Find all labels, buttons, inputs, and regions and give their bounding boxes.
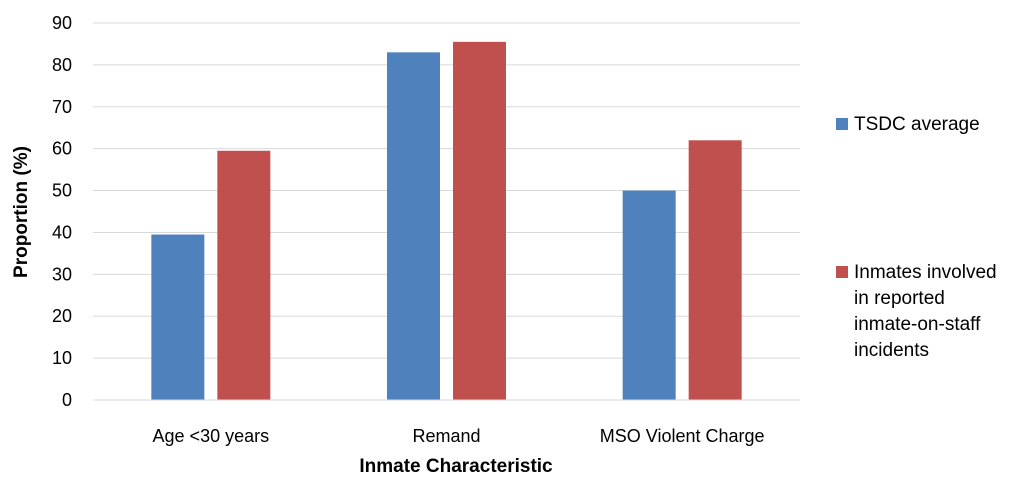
y-tick-label-30: 30	[52, 264, 72, 284]
y-axis-title: Proportion (%)	[11, 146, 32, 278]
bar-series1-cat1	[453, 41, 506, 400]
legend: TSDC average Inmates involved in reporte…	[836, 0, 1011, 483]
bars	[93, 41, 800, 401]
x-axis-title: Inmate Characteristic	[359, 456, 553, 477]
y-tick-label-40: 40	[52, 222, 72, 242]
legend-label-inmates-involved: Inmates involved in reported inmate-on-s…	[854, 262, 997, 361]
legend-item-inmates-involved: Inmates involved in reported inmate-on-s…	[836, 260, 1004, 364]
y-tick-label-60: 60	[52, 139, 72, 159]
legend-label-tsdc-average: TSDC average	[854, 114, 980, 135]
y-tick-label-80: 80	[52, 55, 72, 75]
y-tick-label-10: 10	[52, 348, 72, 368]
y-tick-label-50: 50	[52, 181, 72, 201]
legend-swatch-tsdc-average	[836, 118, 848, 130]
y-axis-ticks: 0 10 20 30 40 50 60 70 80 90	[52, 13, 72, 410]
bar-series1-cat0	[217, 150, 271, 400]
gridlines	[93, 22, 800, 401]
legend-item-tsdc-average: TSDC average	[836, 112, 1004, 138]
bar-series0-cat1	[387, 52, 440, 400]
x-axis-ticks: Age <30 years Remand MSO Violent Charge	[153, 426, 765, 446]
y-tick-label-70: 70	[52, 97, 72, 117]
y-tick-label-0: 0	[62, 390, 72, 410]
y-tick-label-20: 20	[52, 306, 72, 326]
bar-series1-cat2	[688, 140, 742, 401]
x-tick-label-2: MSO Violent Charge	[600, 426, 765, 446]
bar-series0-cat2	[622, 190, 676, 400]
x-tick-label-0: Age <30 years	[153, 426, 270, 446]
legend-swatch-inmates-involved	[836, 266, 848, 278]
bar-chart: 0 10 20 30 40 50 60 70 80 90 Age <30 years Remand M…	[11, 13, 800, 477]
y-tick-label-90: 90	[52, 13, 72, 33]
bar-series0-cat0	[151, 234, 205, 400]
x-tick-label-1: Remand	[412, 426, 480, 446]
